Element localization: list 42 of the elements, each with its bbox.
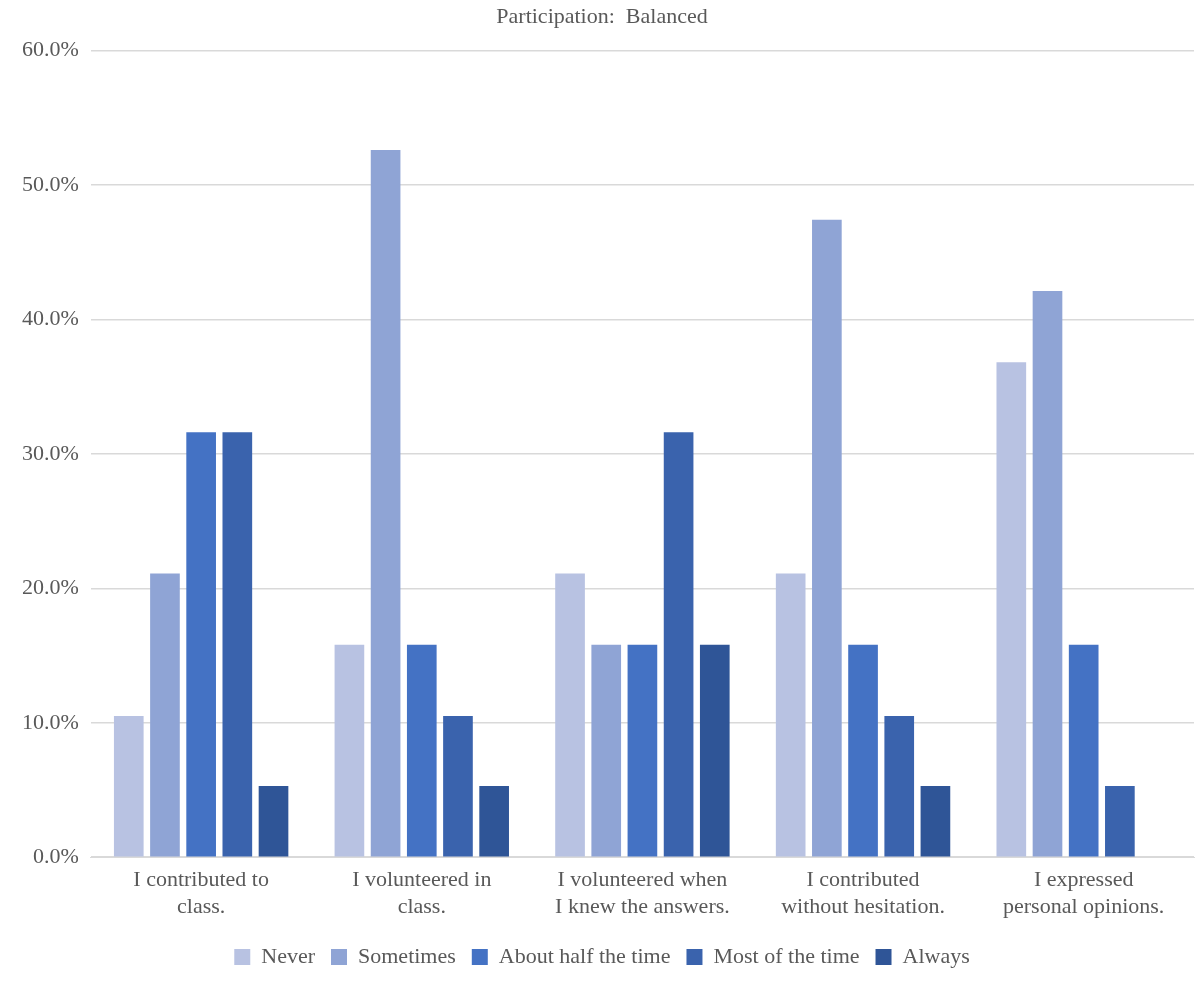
- x-tick-label: I expressed personal opinions.: [1003, 866, 1165, 918]
- y-tick-label: 0.0%: [33, 842, 79, 868]
- bar: [479, 785, 509, 857]
- legend-label: Most of the time: [713, 942, 860, 968]
- bar: [113, 716, 144, 857]
- x-tick-label: I contributed to class.: [133, 866, 269, 918]
- legend-label: Never: [261, 942, 316, 968]
- bar: [443, 716, 473, 857]
- legend-label: Always: [902, 942, 970, 968]
- bar: [1068, 644, 1099, 857]
- bar: [406, 644, 437, 857]
- chart-title: Participation: Balanced: [496, 2, 708, 28]
- y-tick-label: 40.0%: [22, 305, 79, 331]
- bar: [699, 644, 730, 857]
- bar: [775, 573, 806, 857]
- x-tick-label: I volunteered when I knew the answers.: [555, 866, 730, 918]
- y-tick-label: 10.0%: [22, 708, 79, 734]
- x-tick-label: I contributed without hesitation.: [781, 866, 945, 918]
- legend-label: About half the time: [498, 942, 671, 968]
- bar: [222, 432, 253, 857]
- bar: [848, 644, 878, 857]
- bar: [627, 644, 658, 857]
- bar: [1032, 291, 1063, 857]
- bar: [920, 785, 951, 857]
- bar: [996, 362, 1027, 857]
- y-tick-label: 50.0%: [22, 170, 79, 196]
- bar: [555, 573, 585, 857]
- bar: [334, 644, 365, 857]
- y-tick-label: 30.0%: [22, 439, 79, 465]
- bar: [370, 149, 401, 857]
- bar: [186, 432, 216, 857]
- bar: [1105, 785, 1135, 857]
- bar: [663, 432, 694, 857]
- y-tick-label: 60.0%: [22, 36, 79, 62]
- legend-label: Sometimes: [358, 942, 456, 968]
- bar: [258, 785, 289, 857]
- bar: [884, 716, 915, 857]
- bar: [812, 219, 842, 857]
- x-tick-label: I volunteered in class.: [352, 866, 492, 918]
- y-tick-label: 20.0%: [22, 574, 79, 600]
- bar: [591, 644, 622, 857]
- bar: [150, 573, 180, 857]
